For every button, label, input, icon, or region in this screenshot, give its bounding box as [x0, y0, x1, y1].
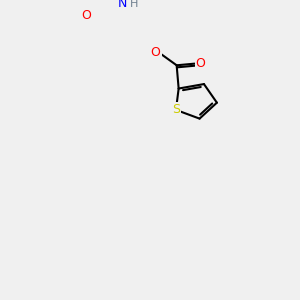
Text: N: N — [118, 0, 127, 10]
Text: S: S — [172, 103, 180, 116]
Text: O: O — [151, 46, 160, 59]
Text: O: O — [82, 9, 92, 22]
Text: H: H — [130, 0, 138, 9]
Text: O: O — [196, 57, 206, 70]
